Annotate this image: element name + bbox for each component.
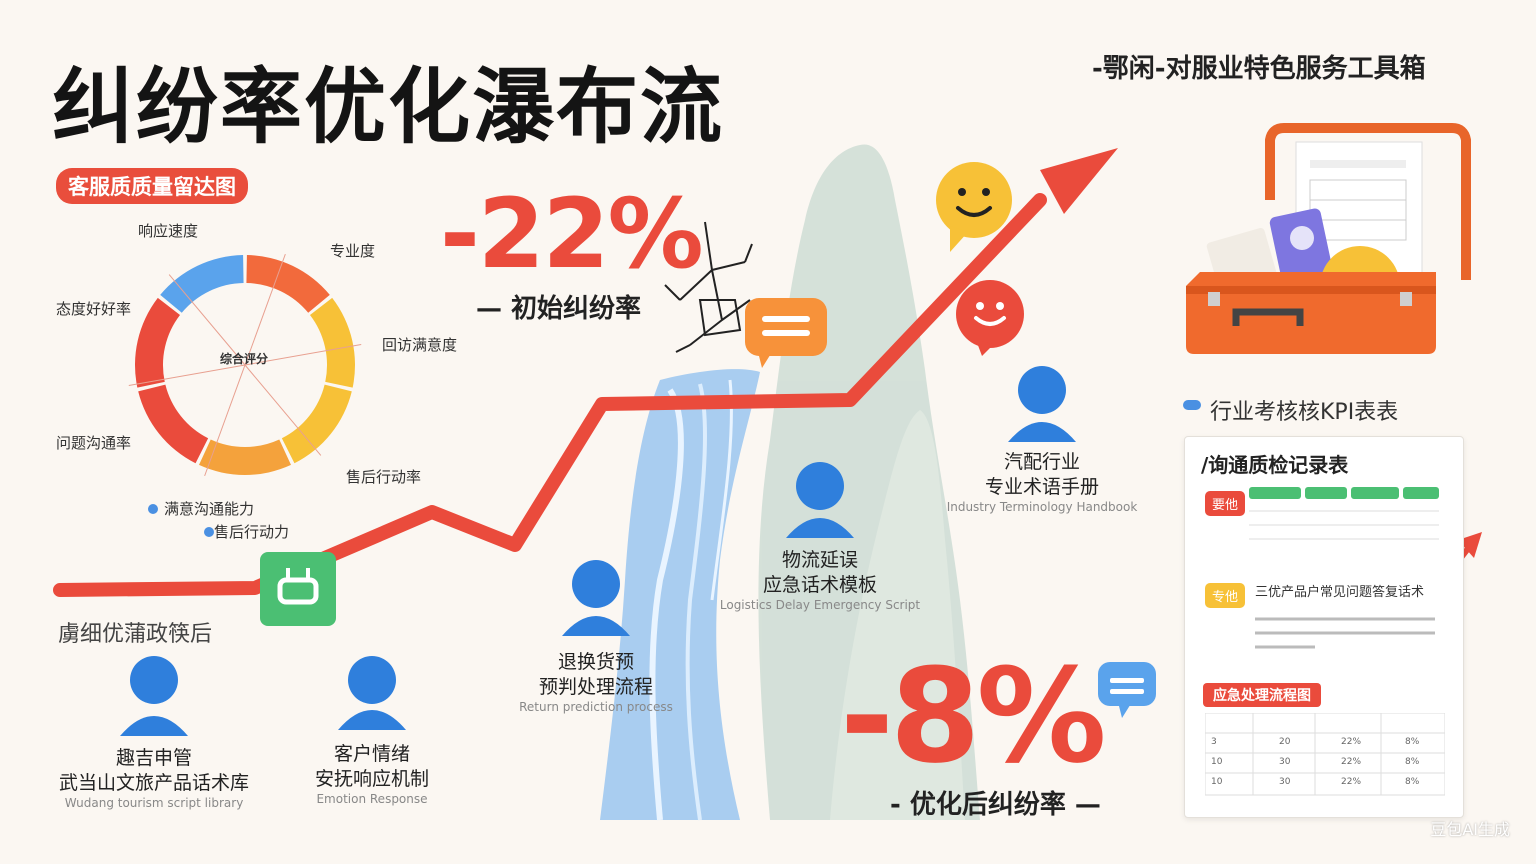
kpi-bullet [1183,400,1201,410]
node-1-sub: Wudang tourism script library [64,796,244,810]
donut-spoke [244,364,322,456]
donut-segment [138,384,209,464]
waterfall-shape [600,369,760,821]
donut-spoke [204,364,246,477]
node-5-sub: Industry Terminology Handbook [946,500,1138,514]
watermark: 豆包AI生成 [1430,820,1510,839]
donut-spoke [168,274,246,366]
initial-rate-label: — 初始纠纷率 [476,294,642,324]
donut-segment [246,255,330,313]
donut-segment [160,255,244,313]
tag-red: 要他 [1205,491,1246,516]
node-2: 客户情绪 安抚响应机制 Emotion Response [272,742,472,806]
final-rate-value: -8% [840,640,1107,792]
node-3-title-2: 预判处理流程 [538,676,653,698]
chat-bubble-blue-icon [1098,662,1156,718]
initial-rate-value: -22% [440,178,704,290]
radar-label-attitude: 态度好好率 [56,300,132,318]
radar-label-professional: 专业度 [330,242,376,260]
radar-label-response: 响应速度 [138,222,199,240]
legend-dot-1 [148,504,158,514]
cracked-glass-icon [664,221,753,353]
flow-cell: 22% [1341,737,1362,747]
flow-cell: 10 [1211,777,1223,787]
text-lines [1255,617,1435,649]
row2-title: 三优产品户常见问题答复话术 [1255,585,1425,600]
chat-bubble-orange-icon [745,298,827,368]
radar-label-aftersales: 售后行动率 [346,468,422,486]
node-5-title-1: 汽配行业 [1003,451,1080,473]
page-title: 纠纷率优化瀑布流 [52,60,725,155]
node-4-title-1: 物流延误 [781,549,858,571]
kpi-title: 行业考核核KPI表表 [1210,400,1399,425]
flow-cell: 8% [1405,777,1420,787]
record-title: /询通质检记录表 [1201,453,1349,477]
tag-yellow: 专他 [1205,583,1246,608]
donut-spoke [244,344,362,366]
node-2-title-1: 客户情绪 [333,743,410,765]
donut-segment [135,297,181,388]
radar-donut-chart [128,253,362,477]
optimization-label: 虜细优蒲政筷后 [58,622,213,647]
flow-cell: 22% [1341,757,1362,767]
legend-label-2: 售后行动力 [214,523,290,541]
robot-icon [260,552,336,626]
radar-label-satisfaction: 回访满意度 [382,336,458,354]
node-1: 趣吉申管 武当山文旅产品话术库 Wudang tourism script li… [54,746,254,810]
node-5-title-2: 专业术语手册 [984,476,1099,498]
flow-table: 3 20 22% 8% 10 30 22% 8% 10 30 22% 8% [1204,712,1446,801]
donut-segment [281,384,352,464]
smiley-yellow-icon [936,162,1012,252]
legend-label-1: 满意沟通能力 [164,500,255,518]
donut-segment [199,439,291,475]
person-icons [120,366,1076,736]
toolbox-icon [1186,123,1471,354]
node-1-title-1: 趣吉申管 [115,747,192,769]
node-5: 汽配行业 专业术语手册 Industry Terminology Handboo… [944,450,1140,514]
trend-arrow [53,148,1118,597]
radar-badge: 客服质质量留达图 [56,168,248,204]
smiley-red-icon [956,280,1024,356]
donut-center-text: 综合评分 [219,352,268,366]
node-3-sub: Return prediction process [519,700,673,714]
person-icon-5 [1008,366,1076,442]
flow-cell: 20 [1279,737,1291,747]
node-2-sub: Emotion Response [316,792,428,806]
node-4-sub: Logistics Delay Emergency Script [719,598,921,612]
legend-dot-2 [204,527,214,537]
node-1-title-2: 武当山文旅产品话术库 [58,772,249,794]
node-4: 物流延误 应急话术模板 Logistics Delay Emergency Sc… [710,548,930,612]
person-icon-4 [786,462,854,538]
node-3-title-1: 退换货预 [557,651,634,673]
node-4-title-2: 应急话术模板 [762,574,877,596]
flow-cell: 10 [1211,757,1223,767]
donut-spoke [128,364,246,386]
record-card: /询通质检记录表 要他 专他 三优产品户常见问题答复话术 应急处理流程图 3 2… [1184,436,1464,818]
person-icon-1 [120,656,188,736]
donut-segment [309,297,355,388]
node-3: 退换货预 预判处理流程 Return prediction process [496,650,696,714]
node-2-title-2: 安抚响应机制 [314,768,429,790]
flow-cell: 8% [1405,757,1420,767]
person-icon-2 [338,656,406,730]
mini-table-1 [1249,487,1439,540]
donut-spoke [244,253,286,366]
flow-cell: 22% [1341,777,1362,787]
final-rate-label: - 优化后纠纷率 — [890,790,1101,820]
flow-cell: 30 [1279,777,1291,787]
flow-badge: 应急处理流程图 [1203,683,1321,707]
flow-cell: 3 [1211,737,1217,747]
person-icon-3 [562,560,630,636]
toolbox-title: -鄂闲-对服业特色服务工具箱 [1092,54,1426,84]
flow-cell: 30 [1279,757,1291,767]
flow-cell: 8% [1405,737,1420,747]
radar-label-communication: 问题沟通率 [56,434,132,452]
